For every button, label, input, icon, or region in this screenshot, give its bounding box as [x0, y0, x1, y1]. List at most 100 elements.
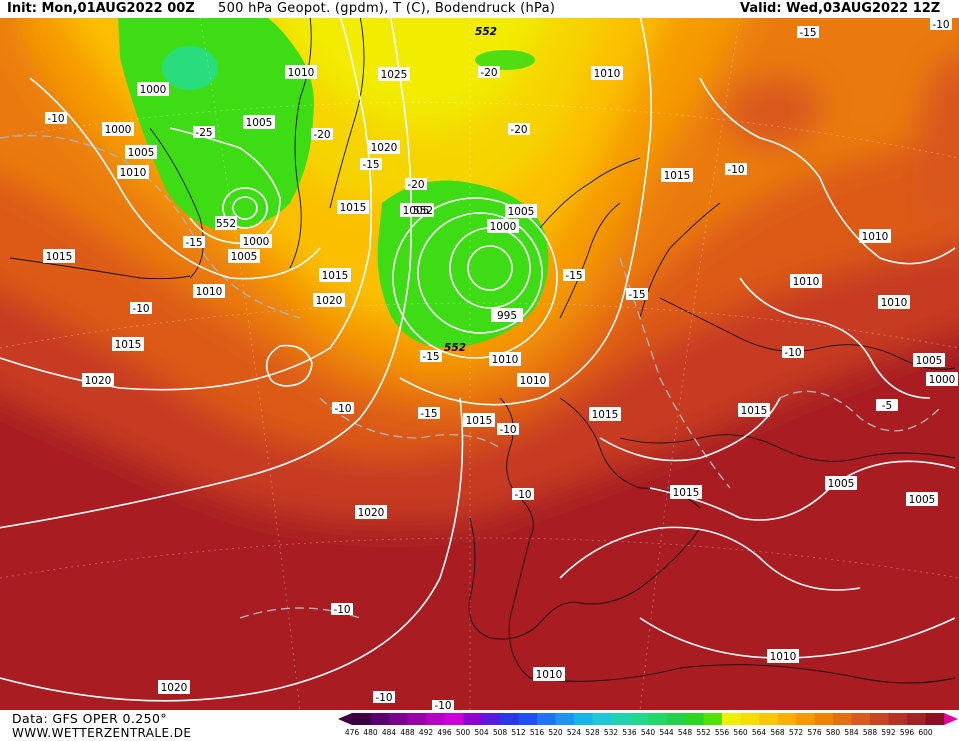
legend-tick-label: 484 — [382, 728, 397, 737]
temperature-label: -5 — [882, 400, 892, 412]
legend-swatch — [777, 713, 797, 725]
isobar-label: 1015 — [322, 270, 349, 282]
temperature-label: -15 — [565, 270, 582, 282]
isobar-label: 1005 — [403, 205, 430, 217]
temperature-label: -25 — [195, 127, 212, 139]
legend-swatch — [648, 713, 667, 725]
legend-tick-label: 508 — [493, 728, 508, 737]
legend-swatch — [444, 713, 464, 725]
chart-footer: Data: GFS OPER 0.250° WWW.WETTERZENTRALE… — [0, 710, 959, 741]
height-labels: 552 552 — [444, 26, 497, 354]
isobar-label: 1000 — [105, 124, 132, 136]
legend-tick-label: 512 — [511, 728, 526, 737]
isobar-label: 1010 — [594, 68, 621, 80]
legend-swatch — [814, 713, 834, 725]
isobar-label: 1010 — [862, 231, 889, 243]
legend-swatch — [722, 713, 741, 725]
legend-tick-label: 540 — [641, 728, 656, 737]
legend-tick-label: 516 — [530, 728, 545, 737]
isobar-label: 1010 — [520, 375, 547, 387]
legend-swatch — [537, 713, 556, 725]
low-pressure-greenland — [118, 18, 314, 230]
temperature-label: -15 — [799, 27, 816, 39]
legend-swatch — [555, 713, 575, 725]
temperature-label: -15 — [362, 159, 379, 171]
isobar-label: 995 — [497, 310, 517, 322]
isobar-label: 1010 — [196, 286, 223, 298]
website-credit: WWW.WETTERZENTRALE.DE — [12, 726, 192, 740]
isobar-label: 1010 — [793, 276, 820, 288]
legend-swatch — [666, 713, 686, 725]
isobar-label: 1010 — [288, 67, 315, 79]
chart-header: Init: Mon,01AUG2022 00Z 500 hPa Geopot. … — [0, 0, 959, 18]
isobar-label: 1005 — [128, 147, 155, 159]
isobar-label: 1005 — [916, 355, 943, 367]
legend-swatch — [574, 713, 593, 725]
legend-tick-label: 544 — [659, 728, 674, 737]
isobar-label: 1015 — [592, 409, 619, 421]
legend-tick-label: 528 — [585, 728, 600, 737]
legend-tick-label: 520 — [548, 728, 563, 737]
legend-tick-label: 600 — [918, 728, 933, 737]
legend-swatch — [833, 713, 852, 725]
legend-tick-label: 596 — [900, 728, 915, 737]
isobar-label: 1000 — [490, 221, 517, 233]
legend-swatch — [463, 713, 482, 725]
legend-swatch — [481, 713, 501, 725]
legend-tick-label: 560 — [733, 728, 748, 737]
legend-swatch — [407, 713, 427, 725]
legend-swatch — [389, 713, 408, 725]
isobar-label: 1010 — [120, 167, 147, 179]
legend-swatch — [611, 713, 630, 725]
isobar-label: 1005 — [909, 494, 936, 506]
isobar-label: 1015 — [115, 339, 142, 351]
legend-swatch — [888, 713, 908, 725]
legend-tick-label: 572 — [789, 728, 804, 737]
legend-tick-label: 504 — [474, 728, 489, 737]
isobar-label: 1015 — [664, 170, 691, 182]
isobar-label: 1000 — [243, 236, 270, 248]
init-time: Init: Mon,01AUG2022 00Z — [7, 1, 195, 16]
legend-tick-label: 500 — [456, 728, 471, 737]
legend-swatch — [370, 713, 390, 725]
legend-swatch — [592, 713, 612, 725]
temperature-label: -10 — [47, 113, 64, 125]
temperature-label: -15 — [185, 237, 202, 249]
isobar-label: 1005 — [246, 117, 273, 129]
isobar-label: 1010 — [770, 651, 797, 663]
legend-tick-label: 552 — [696, 728, 711, 737]
legend-tick-label: 576 — [807, 728, 822, 737]
legend-tick-label: 480 — [363, 728, 378, 737]
grid-lines — [0, 18, 959, 710]
isobar-label: 1010 — [536, 669, 563, 681]
data-source: Data: GFS OPER 0.250° — [12, 711, 167, 726]
isobar-label: 1000 — [140, 84, 167, 96]
valid-time: Valid: Wed,03AUG2022 12Z — [740, 1, 941, 16]
temperature-label: -15 — [422, 351, 439, 363]
temperature-label: -10 — [333, 604, 350, 616]
temperature-label: -10 — [375, 692, 392, 704]
temperature-label: -10 — [499, 424, 516, 436]
legend-arrow-high — [944, 713, 958, 725]
legend-tick-label: 524 — [567, 728, 582, 737]
legend-tick-label: 536 — [622, 728, 637, 737]
temperature-labels: -10 -25 -20 -20 -20 -15 -15 -15 -10 -15 … — [45, 18, 952, 710]
color-legend: 476 480 484 488 492 496 500 504 508 512 516 520 524 5… — [338, 713, 958, 737]
legend-swatch — [703, 713, 723, 725]
isobar-label: 1015 — [466, 415, 493, 427]
legend-tick-label: 564 — [752, 728, 767, 737]
temperature-label: -10 — [727, 164, 744, 176]
legend-tick-label: 548 — [678, 728, 693, 737]
temperature-label: -20 — [313, 129, 330, 141]
legend-tick-label: 532 — [604, 728, 619, 737]
temperature-label: -10 — [932, 19, 949, 31]
isobar-label: 1020 — [85, 375, 112, 387]
isobar-label: 1020 — [371, 142, 398, 154]
isobar-label: 1015 — [340, 202, 367, 214]
isobar-label: 1010 — [492, 354, 519, 366]
legend-tick-label: 568 — [770, 728, 785, 737]
legend-tick-label: 496 — [437, 728, 452, 737]
isobar-label: 1015 — [46, 251, 73, 263]
legend-tick-label: 592 — [881, 728, 896, 737]
legend-arrow-low — [338, 713, 352, 725]
